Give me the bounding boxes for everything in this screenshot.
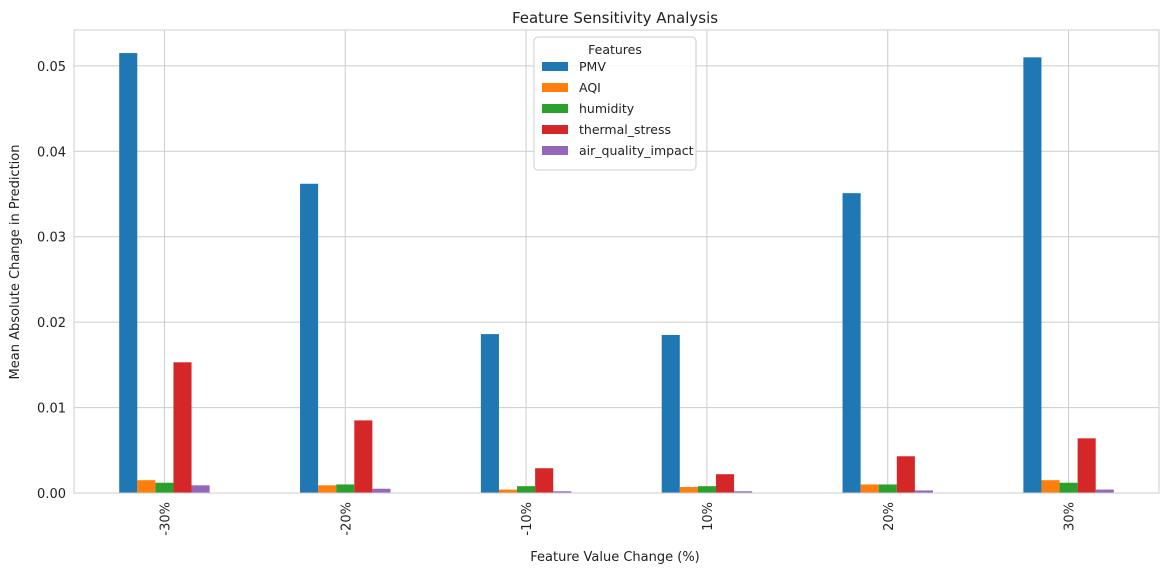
legend-swatch-humidity [542,104,568,113]
bar-AQI-5 [1041,480,1060,493]
legend-label-AQI: AQI [579,80,601,95]
bar-thermal-stress-0 [173,362,192,493]
y-tick-label: 0.00 [37,487,66,502]
plot-frame [73,29,1160,494]
bar-humidity-0 [155,482,174,493]
bar-humidity-3 [697,486,716,493]
bar-AQI-0 [137,480,156,493]
bar-humidity-5 [1059,482,1078,493]
chart-title: Feature Sensitivity Analysis [512,9,718,27]
bar-PMV-4 [842,193,861,493]
bar-air-quality-impact-5 [1095,489,1114,493]
bar-AQI-3 [679,487,698,493]
legend-swatch-air-quality-impact [542,146,568,155]
bar-air-quality-impact-2 [553,491,572,493]
bar-thermal-stress-2 [535,468,554,493]
bar-thermal-stress-3 [715,474,735,493]
bar-humidity-2 [517,486,536,493]
bar-air-quality-impact-3 [734,491,753,493]
legend-label-PMV: PMV [579,59,606,74]
bar-air-quality-impact-4 [914,490,933,493]
legend-title: Features [588,42,642,57]
legend-swatch-PMV [542,62,568,71]
y-axis-ticks: 0.00 0.01 0.02 0.03 0.04 0.05 [37,60,66,502]
legend-swatch-thermal-stress [542,125,568,134]
y-axis-title: Mean Absolute Change in Prediction [8,145,23,380]
legend-label-humidity: humidity [579,101,635,116]
legend-swatch-AQI [542,83,568,92]
y-tick-label: 0.04 [37,145,66,160]
bar-PMV-2 [480,334,499,493]
legend-label-thermal-stress: thermal_stress [579,122,671,137]
bar-PMV-3 [661,334,680,493]
legend-label-air-quality-impact: air_quality_impact [579,143,694,158]
legend: Features PMV AQI humidity thermal_stress air_… [533,36,697,171]
x-axis-title: Feature Value Change (%) [530,550,700,565]
bars [119,53,1114,494]
bar-PMV-5 [1023,57,1042,494]
x-tick-label: -30% [158,502,173,536]
bar-thermal-stress-4 [896,456,915,493]
x-tick-label: -10% [520,502,535,536]
x-tick-label: -20% [339,502,354,536]
bar-thermal-stress-5 [1077,438,1096,493]
bar-AQI-4 [860,484,879,493]
y-tick-label: 0.01 [37,402,66,417]
bar-PMV-1 [300,183,319,493]
bar-air-quality-impact-0 [191,485,210,493]
x-tick-label: 10% [701,502,716,531]
x-axis-ticks: -30% -20% -10% 10% 20% 30% [158,502,1077,536]
bar-humidity-4 [878,484,897,493]
bar-AQI-2 [498,489,518,493]
x-tick-label: 20% [882,502,897,531]
bar-thermal-stress-1 [354,420,373,493]
bar-AQI-1 [318,485,337,493]
bar-humidity-1 [336,484,355,493]
legend-box [533,36,697,171]
y-tick-label: 0.03 [37,231,66,246]
bar-PMV-0 [119,53,138,493]
bar-air-quality-impact-1 [372,488,391,493]
y-tick-label: 0.02 [37,316,66,331]
y-tick-label: 0.05 [37,60,66,75]
x-tick-label: 30% [1063,502,1078,531]
